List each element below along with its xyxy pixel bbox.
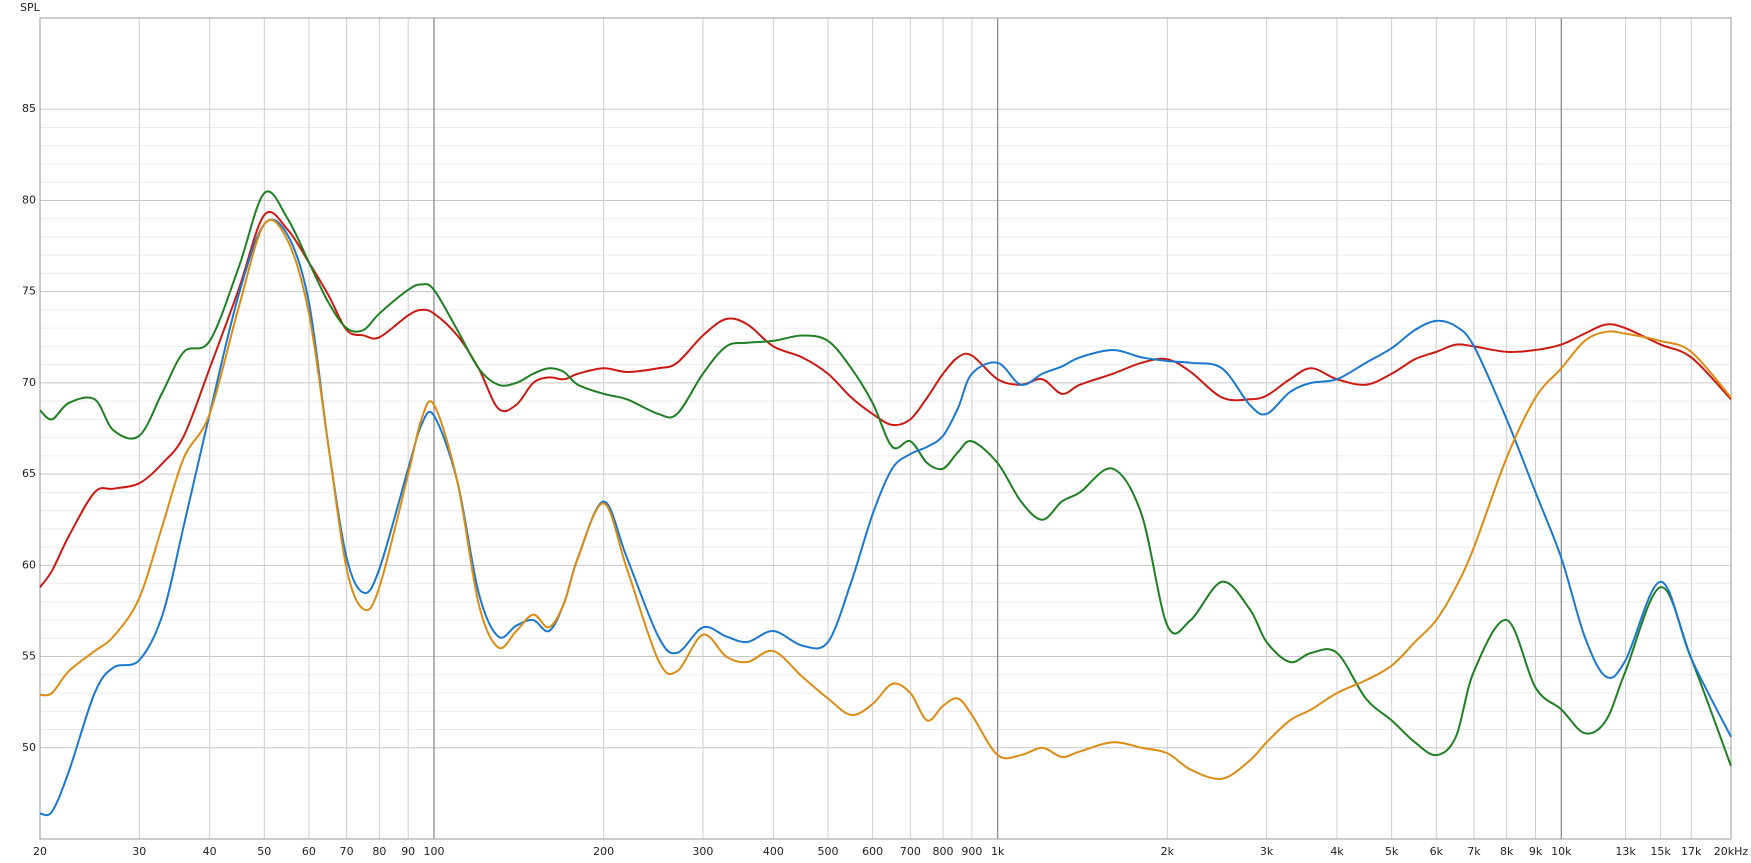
y-tick-label: 85 bbox=[22, 102, 36, 115]
x-tick-label: 6k bbox=[1430, 845, 1444, 858]
x-tick-label: 800 bbox=[933, 845, 954, 858]
y-tick-label: 75 bbox=[22, 285, 36, 298]
x-tick-label: 1k bbox=[991, 845, 1005, 858]
x-tick-label: 20 bbox=[33, 845, 47, 858]
x-tick-label: 30 bbox=[132, 845, 146, 858]
x-tick-label: 70 bbox=[340, 845, 354, 858]
x-tick-label: 600 bbox=[862, 845, 883, 858]
x-tick-label: 17k bbox=[1681, 845, 1702, 858]
x-tick-label: 90 bbox=[401, 845, 415, 858]
x-tick-label: 700 bbox=[900, 845, 921, 858]
x-tick-label: 900 bbox=[961, 845, 982, 858]
x-tick-label: 3k bbox=[1260, 845, 1274, 858]
x-tick-label: 7k bbox=[1467, 845, 1481, 858]
series-line bbox=[39, 190, 1732, 767]
x-tick-label: 4k bbox=[1330, 845, 1344, 858]
y-tick-label: 55 bbox=[22, 650, 36, 663]
x-tick-label: 15k bbox=[1650, 845, 1671, 858]
x-tick-label: 80 bbox=[372, 845, 386, 858]
x-tick-label: 60 bbox=[302, 845, 316, 858]
x-tick-label: 9k bbox=[1529, 845, 1543, 858]
series-line bbox=[39, 218, 1732, 781]
x-tick-label: 50 bbox=[257, 845, 271, 858]
y-tick-label: 50 bbox=[22, 741, 36, 754]
x-tick-label: 2k bbox=[1161, 845, 1175, 858]
y-tick-label: 70 bbox=[22, 376, 36, 389]
series-line bbox=[39, 218, 1732, 817]
x-tick-label: 40 bbox=[203, 845, 217, 858]
x-tick-label: 300 bbox=[692, 845, 713, 858]
x-tick-label: 500 bbox=[817, 845, 838, 858]
y-tick-label: 80 bbox=[22, 193, 36, 206]
x-tick-label: 8k bbox=[1500, 845, 1514, 858]
x-tick-label: 200 bbox=[593, 845, 614, 858]
y-axis-label: SPL bbox=[20, 1, 41, 14]
x-tick-label: 100 bbox=[423, 845, 444, 858]
y-tick-label: 65 bbox=[22, 467, 36, 480]
plot-frame bbox=[39, 17, 1732, 840]
y-tick-label: 60 bbox=[22, 558, 36, 571]
x-tick-label: 5k bbox=[1385, 845, 1399, 858]
x-tick-label: 20kHz bbox=[1714, 845, 1749, 858]
x-tick-label: 13k bbox=[1615, 845, 1636, 858]
x-tick-label: 10k bbox=[1551, 845, 1572, 858]
x-tick-label: 400 bbox=[763, 845, 784, 858]
